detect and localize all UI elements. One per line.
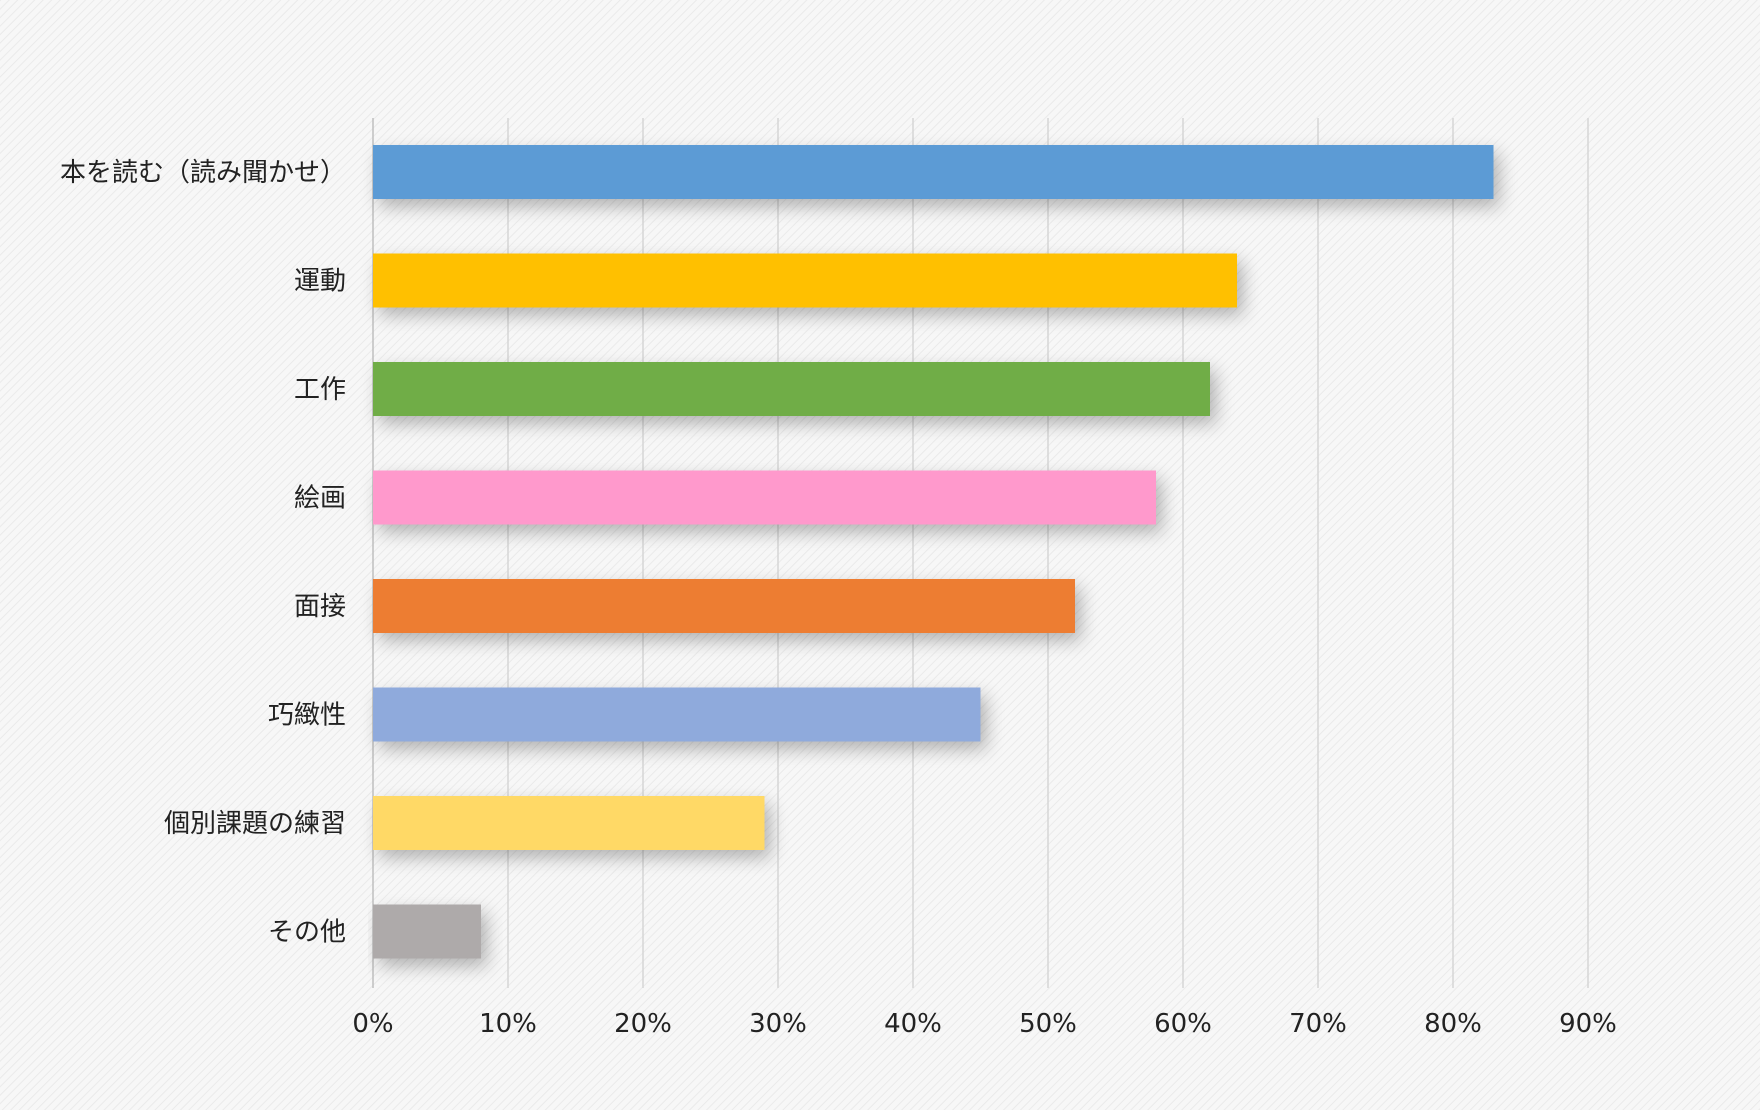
x-tick-label: 20% <box>614 1009 672 1039</box>
bar <box>373 904 481 959</box>
x-tick-label: 80% <box>1424 1009 1482 1039</box>
x-tick-label: 70% <box>1289 1009 1347 1039</box>
bar <box>373 796 765 850</box>
category-label: 面接 <box>294 592 346 622</box>
bar <box>373 253 1237 308</box>
bar <box>373 362 1210 416</box>
x-tick-label: 0% <box>352 1009 393 1039</box>
category-label: 運動 <box>294 267 346 297</box>
bar <box>373 687 981 742</box>
x-tick-label: 10% <box>479 1009 537 1039</box>
category-label: その他 <box>268 918 346 948</box>
category-label: 工作 <box>294 375 346 405</box>
category-label: 本を読む（読み聞かせ） <box>60 158 346 188</box>
bar <box>373 145 1494 199</box>
x-tick-label: 60% <box>1154 1009 1212 1039</box>
category-label: 絵画 <box>294 484 346 514</box>
bar <box>373 470 1156 525</box>
x-tick-label: 30% <box>749 1009 807 1039</box>
x-tick-label: 40% <box>884 1009 942 1039</box>
category-label: 個別課題の練習 <box>164 809 346 839</box>
x-tick-label: 90% <box>1559 1009 1617 1039</box>
x-tick-label: 50% <box>1019 1009 1077 1039</box>
category-label: 巧緻性 <box>268 701 346 731</box>
bar <box>373 579 1075 633</box>
